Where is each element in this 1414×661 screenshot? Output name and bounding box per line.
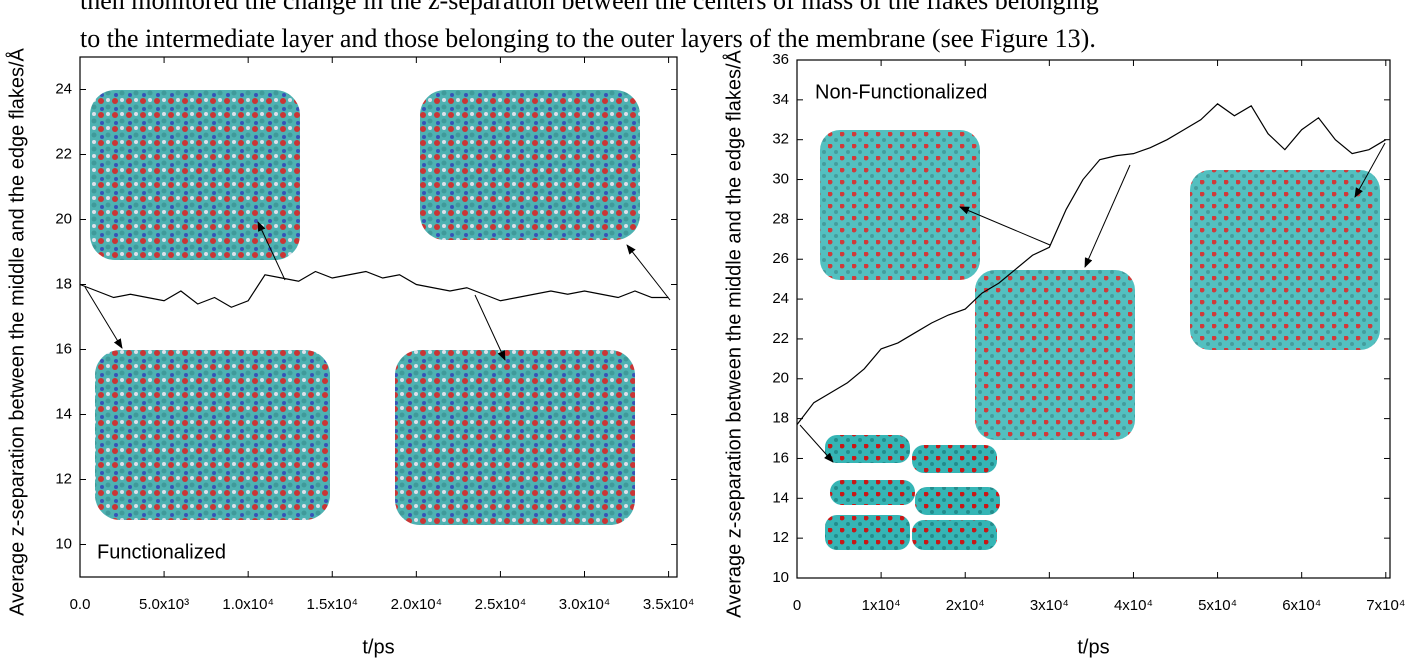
y-tick-label: 16 [55, 340, 72, 357]
text-line: to the intermediate layer and those belo… [80, 24, 1096, 53]
y-tick-label: 24 [772, 290, 789, 307]
y-tick-label: 32 [772, 131, 789, 148]
x-axis-label: t/ps [1077, 636, 1109, 658]
x-tick-label: 2x10⁴ [946, 597, 985, 614]
x-tick-label: 0 [793, 597, 801, 614]
x-tick-label: 6x10⁴ [1282, 597, 1321, 614]
y-tick-label: 22 [55, 145, 72, 162]
y-tick-label: 20 [55, 210, 72, 227]
y-tick-label: 22 [772, 330, 789, 347]
arrows [84, 142, 1386, 463]
x-tick-label: 5.0x10³ [139, 596, 189, 613]
y-tick-label: 14 [55, 405, 72, 422]
y-tick-label: 18 [55, 275, 72, 292]
x-tick-label: 7x10⁴ [1366, 597, 1405, 614]
y-tick-label: 10 [55, 535, 72, 552]
plot-frame [796, 59, 1391, 579]
y-tick-label: 34 [772, 91, 789, 108]
y-tick-label: 12 [772, 529, 789, 546]
x-tick-label: 1.5x10⁴ [307, 596, 358, 613]
y-tick-label: 30 [772, 171, 789, 188]
molecule-images [90, 90, 1380, 550]
x-tick-label: 3x10⁴ [1030, 597, 1069, 614]
x-tick-label: 1.0x10⁴ [222, 596, 273, 613]
x-tick-label: 3.0x10⁴ [559, 596, 610, 613]
y-tick-label: 18 [772, 410, 789, 427]
y-tick-label: 12 [55, 470, 72, 487]
y-axis-label: Average z-separation between the middle … [5, 47, 28, 615]
x-tick-label: 4x10⁴ [1114, 597, 1153, 614]
x-tick-label: 3.5x10⁴ [643, 596, 694, 613]
plot-frame [79, 56, 678, 578]
annotation: Functionalized [97, 541, 226, 563]
y-axis-label: Average z-separation between the middle … [722, 49, 745, 617]
y-tick-label: 28 [772, 210, 789, 227]
data-line [79, 270, 669, 308]
y-tick-label: 24 [55, 80, 72, 97]
text-line: then monitored the change in the z-separ… [80, 0, 1099, 15]
y-tick-label: 10 [772, 569, 789, 586]
x-tick-label: 2.0x10⁴ [391, 596, 442, 613]
x-tick-label: 1x10⁴ [862, 597, 901, 614]
x-axis-label: t/ps [362, 636, 394, 658]
y-tick-label: 36 [772, 51, 789, 68]
y-tick-label: 26 [772, 250, 789, 267]
y-tick-label: 14 [772, 489, 789, 506]
y-tick-label: 20 [772, 370, 789, 387]
x-tick-label: 5x10⁴ [1198, 597, 1237, 614]
annotation: Non-Functionalized [815, 81, 987, 103]
x-tick-label: 2.5x10⁴ [475, 596, 526, 613]
data-line [796, 103, 1387, 425]
y-tick-label: 16 [772, 449, 789, 466]
x-tick-label: 0.0 [70, 596, 91, 613]
